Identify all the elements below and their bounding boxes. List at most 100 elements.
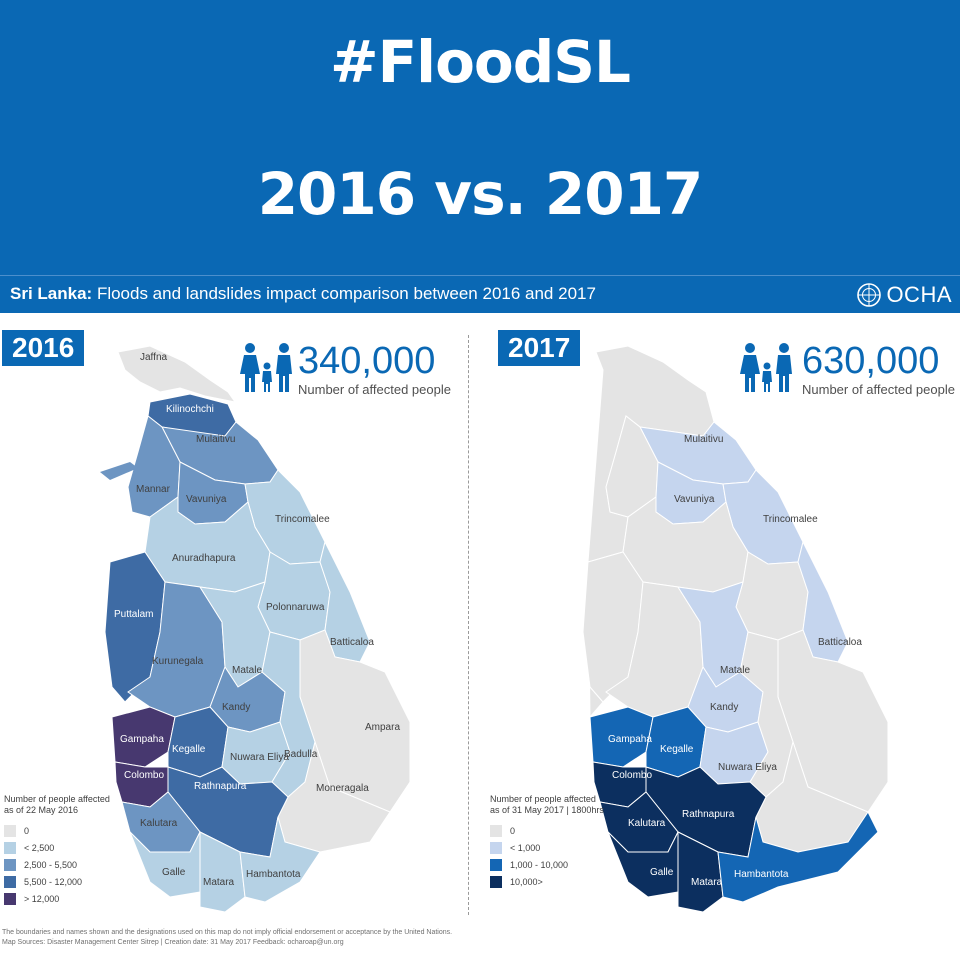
family-icon [240,343,292,392]
label-rathnapura-2017: Rathnapura [682,809,735,820]
affected-count-2017: 630,000 [802,340,940,382]
legend-2017: Number of people affected as of 31 May 2… [490,794,604,890]
legend-swatch [4,892,16,905]
legend-title-line2-2016: as of 22 May 2016 [4,805,79,815]
legend-label: < 2,500 [24,842,55,853]
label-kalutara: Kalutara [140,818,178,829]
label-batticaloa: Batticaloa [330,637,374,648]
legend-swatch [490,841,502,854]
legend-2016: Number of people affected as of 22 May 2… [4,794,110,907]
label-hambantota-2017: Hambantota [734,869,789,880]
map-title-description: Floods and landslides impact comparison … [96,284,596,303]
label-matara: Matara [203,877,235,888]
district-hambantota-2017 [717,811,879,903]
legend-title-2017: Number of people affected as of 31 May 2… [490,794,604,816]
label-matale-2017: Matale [720,665,750,676]
ocha-logo: OCHA [856,280,952,310]
affected-stat-2017: 630,000 Number of affected people [802,342,955,397]
label-gampaha-2017: Gampaha [608,734,652,745]
legend-title-line1-2016: Number of people affected [4,794,110,804]
year-badge-2017: 2017 [498,330,581,366]
label-kilinochchi: Kilinochchi [166,404,214,415]
affected-label-2016: Number of affected people [298,382,451,397]
label-batticaloa-2017: Batticaloa [818,637,862,648]
footer-disclaimer: The boundaries and names shown and the d… [2,929,453,936]
label-kegalle-2017: Kegalle [660,744,694,755]
label-mulaitivu-2017: Mulaitivu [684,434,723,445]
panel-divider [468,335,469,915]
map-footer: The boundaries and names shown and the d… [2,928,452,948]
label-kalutara-2017: Kalutara [628,818,666,829]
label-puttalam: Puttalam [114,609,153,620]
legend-label: 2,500 - 5,500 [24,859,78,870]
label-anuradhapura: Anuradhapura [172,553,236,564]
label-kandy: Kandy [222,702,250,713]
label-gampaha: Gampaha [120,734,164,745]
legend-title-2016: Number of people affected as of 22 May 2… [4,794,110,816]
legend-swatch [4,841,16,854]
label-badulla: Badulla [284,749,318,760]
un-emblem-icon [857,283,882,307]
map-subheader: Sri Lanka: Floods and landslides impact … [0,275,960,313]
label-galle-2017: Galle [650,867,674,878]
legend-item: > 12,000 [4,890,110,907]
legend-label: 0 [510,825,516,836]
label-colombo-2017: Colombo [612,770,652,781]
legend-swatch [490,824,502,837]
label-trincomalee: Trincomalee [275,514,330,525]
legend-item: 10,000> [490,873,604,890]
legend-label: 5,500 - 12,000 [24,876,83,887]
affected-count-2016: 340,000 [298,340,436,382]
legend-swatch [490,875,502,888]
label-mannar: Mannar [136,484,171,495]
legend-swatch [490,858,502,871]
label-matale: Matale [232,665,262,676]
affected-label-2017: Number of affected people [802,382,955,397]
label-nuwara-eliya-2017: Nuwara Eliya [718,762,777,773]
footer-sources: Map Sources: Disaster Management Center … [2,939,344,946]
legend-swatch [4,824,16,837]
map-panel-2016: Jaffna Kilinochchi Mulaitivu Mannar Vavu… [0,312,470,930]
legend-label: 0 [24,825,30,836]
label-vavuniya-2017: Vavuniya [674,494,715,505]
legend-label: 1,000 - 10,000 [510,859,569,870]
island-mannar [100,462,138,480]
label-trincomalee-2017: Trincomalee [763,514,818,525]
legend-item: 0 [490,822,604,839]
sri-lanka-map-2017: Mulaitivu Vavuniya Trincomalee Batticalo… [582,345,889,913]
legend-label: > 12,000 [24,893,60,904]
legend-title-line2-2017: as of 31 May 2017 | 1800hrs [490,805,604,815]
legend-swatch [4,875,16,888]
legend-title-line1-2017: Number of people affected [490,794,596,804]
district-polonnaruwa [257,551,331,641]
affected-stat-2016: 340,000 Number of affected people [298,342,451,397]
banner-title-hashtag: #FloodSL [329,28,631,96]
label-colombo: Colombo [124,770,164,781]
district-hambantota [239,816,321,903]
label-nuwara-eliya: Nuwara Eliya [230,752,289,763]
map-panel-2017: Mulaitivu Vavuniya Trincomalee Batticalo… [488,312,958,930]
legend-item: < 2,500 [4,839,110,856]
label-ampara: Ampara [365,722,400,733]
label-jaffna: Jaffna [140,352,167,363]
label-hambantota: Hambantota [246,869,301,880]
label-kurunegala: Kurunegala [152,656,204,667]
sri-lanka-map-2016: Jaffna Kilinochchi Mulaitivu Mannar Vavu… [100,345,411,913]
label-moneragala: Moneragala [316,783,369,794]
legend-label: < 1,000 [510,842,541,853]
label-kegalle: Kegalle [172,744,206,755]
label-mulaitivu: Mulaitivu [196,434,235,445]
label-matara-2017: Matara [691,877,723,888]
legend-item: < 1,000 [490,839,604,856]
district-kegalle [167,706,229,778]
district-jaffna [117,345,237,403]
banner-title-comparison: 2016 vs. 2017 [257,160,704,228]
legend-item: 1,000 - 10,000 [490,856,604,873]
legend-item: 2,500 - 5,500 [4,856,110,873]
district-kegalle-2017 [645,706,707,778]
ocha-logo-text: OCHA [886,282,952,307]
legend-item: 5,500 - 12,000 [4,873,110,890]
legend-swatch [4,858,16,871]
label-rathnapura: Rathnapura [194,781,247,792]
map-title: Sri Lanka: Floods and landslides impact … [10,284,596,304]
